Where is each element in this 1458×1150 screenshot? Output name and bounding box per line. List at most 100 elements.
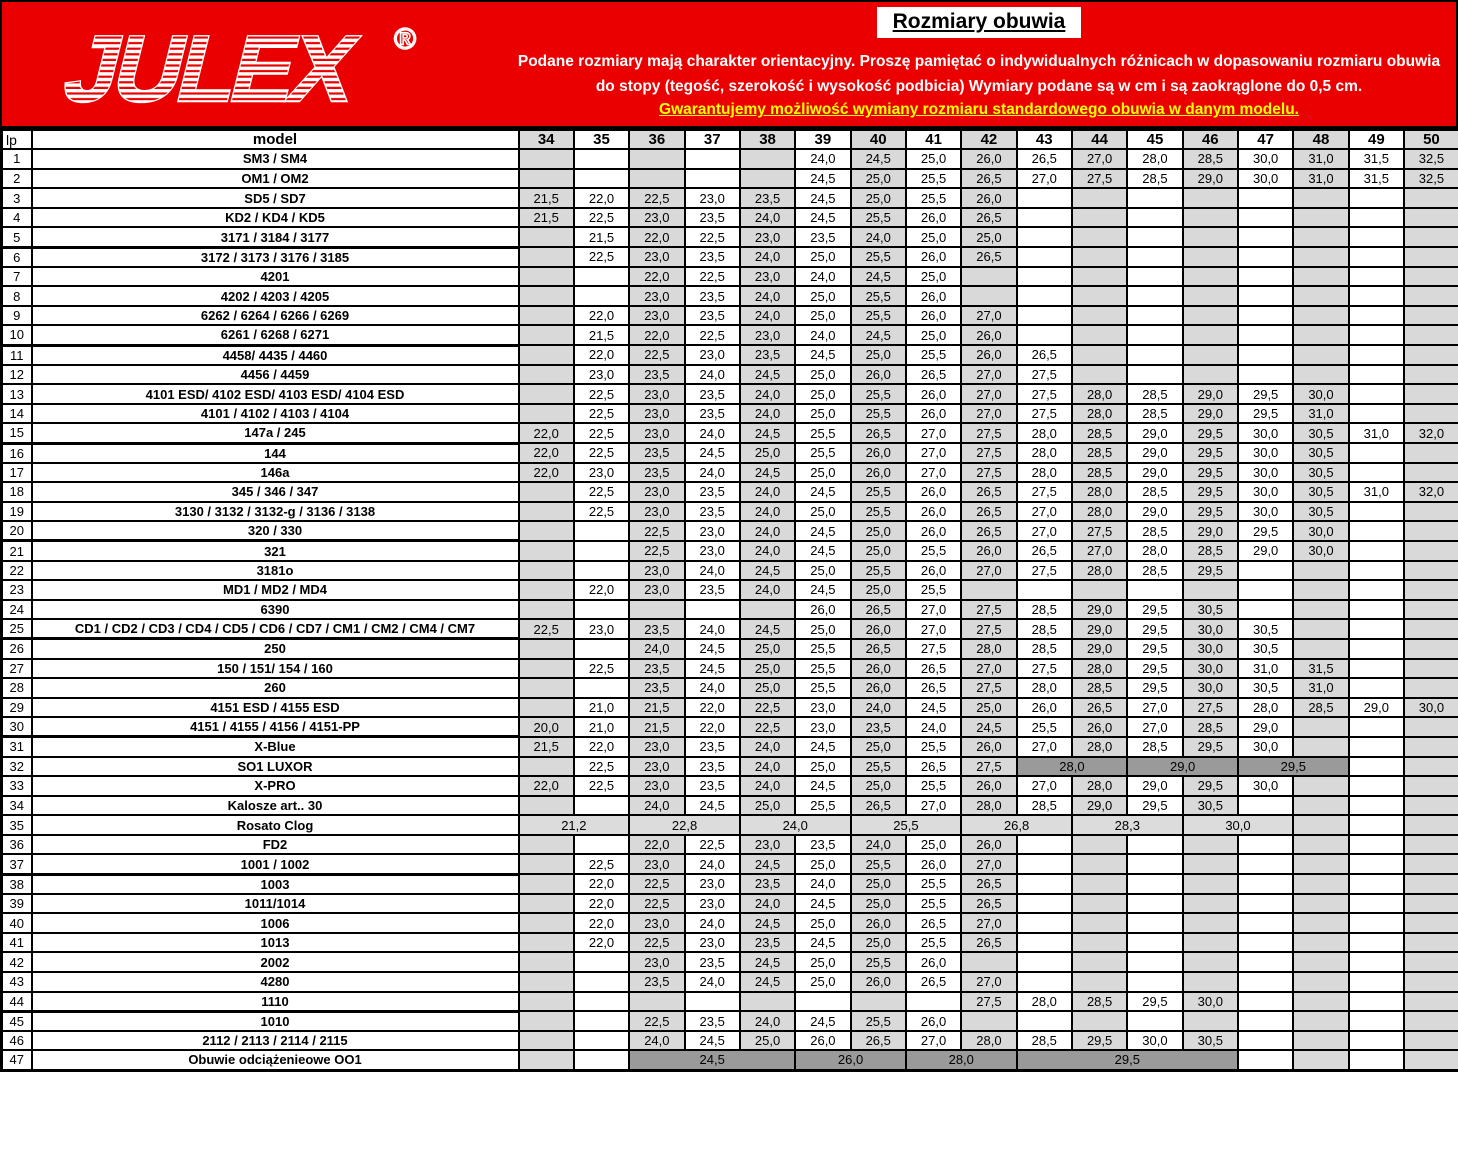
table-row: 14 4101 / 4102 / 4103 / 4104 22,5 23,0 23,5 2… [0, 402, 1458, 425]
size-cell: 29,0 [1070, 637, 1129, 660]
size-cell: 31,5 [1347, 167, 1406, 190]
size-span-cell: 28,0 [1015, 755, 1129, 778]
size-cell: 28,5 [1126, 383, 1184, 405]
size-cell: 23,5 [683, 579, 741, 601]
model-cell: 146a [30, 461, 520, 484]
size-cell [1347, 559, 1406, 582]
size-cell [1070, 324, 1129, 347]
size-cell: 21,5 [572, 226, 631, 249]
size-cell: 23,5 [628, 677, 686, 699]
size-note: Podane rozmiary mają charakter orientacy… [517, 53, 1441, 95]
model-cell: 3130 / 3132 / 3132-g / 3136 / 3138 [30, 500, 520, 523]
size-cell: 30,0 [1402, 696, 1458, 719]
size-cell: 24,0 [738, 775, 797, 797]
size-cell [1347, 657, 1406, 680]
size-cell: 25,5 [849, 951, 907, 974]
size-cell: 28,0 [1236, 696, 1295, 719]
size-cell [1070, 187, 1129, 209]
size-cell: 27,5 [1015, 559, 1073, 582]
size-cell: 23,0 [628, 206, 686, 229]
size-cell: 25,5 [849, 402, 907, 425]
size-cell: 29,0 [1126, 775, 1184, 797]
size-cell [1015, 206, 1073, 229]
size-column-header-45: 45 [1126, 128, 1184, 151]
size-cell [572, 539, 631, 562]
size-column-header-50: 50 [1402, 128, 1458, 151]
size-cell [1015, 892, 1073, 915]
size-cell [1292, 265, 1350, 288]
size-cell: 22,5 [572, 246, 631, 268]
size-cell: 24,5 [738, 971, 797, 993]
size-cell: 24,0 [738, 304, 797, 327]
size-cell [1292, 912, 1350, 934]
table-row: 38 1003 22,0 22,5 23,0 23,5 24,0 25,0 25,5 26,5 [0, 873, 1458, 895]
size-cell: 24,0 [794, 265, 852, 288]
size-cell: 23,0 [683, 187, 741, 209]
size-cell: 29,0 [1236, 716, 1295, 738]
size-cell: 26,5 [904, 971, 963, 993]
size-cell: 30,5 [1181, 794, 1239, 817]
size-cell [1347, 187, 1406, 209]
size-cell [572, 559, 631, 582]
size-cell [1015, 324, 1073, 347]
size-cell: 20,0 [517, 716, 575, 738]
size-cell [1402, 206, 1458, 229]
model-cell: 2002 [30, 951, 520, 974]
size-cell: 27,0 [960, 383, 1018, 405]
lp-cell: 36 [0, 833, 33, 856]
size-cell [1402, 285, 1458, 307]
size-cell [1236, 187, 1295, 209]
size-cell: 26,5 [960, 481, 1018, 503]
size-cell [1070, 912, 1129, 934]
size-cell: 23,0 [628, 951, 686, 974]
lp-cell: 33 [0, 775, 33, 797]
size-cell: 24,0 [849, 226, 907, 249]
size-cell [1015, 912, 1073, 934]
size-cell: 29,5 [1236, 402, 1295, 425]
size-cell: 30,0 [1292, 539, 1350, 562]
size-cell: 24,5 [794, 579, 852, 601]
size-cell [1292, 559, 1350, 582]
size-cell: 23,5 [738, 931, 797, 954]
size-cell: 22,5 [683, 324, 741, 347]
size-cell [1126, 931, 1184, 954]
size-cell: 23,0 [628, 912, 686, 934]
size-cell: 25,0 [794, 363, 852, 386]
size-cell [572, 990, 631, 1013]
size-cell: 26,5 [1015, 148, 1073, 170]
size-cell: 27,0 [1126, 716, 1184, 738]
lp-cell: 19 [0, 500, 33, 523]
model-cell: 1006 [30, 912, 520, 934]
size-cell: 25,0 [794, 618, 852, 640]
lp-cell: 41 [0, 931, 33, 954]
model-cell: 320 / 330 [30, 520, 520, 543]
size-cell [1236, 206, 1295, 229]
size-cell: 29,5 [1181, 500, 1239, 523]
size-cell: 23,5 [628, 442, 686, 464]
size-cell: 22,5 [572, 500, 631, 523]
size-cell: 22,5 [683, 833, 741, 856]
size-cell: 27,5 [960, 422, 1018, 444]
lp-cell: 20 [0, 520, 33, 543]
size-cell: 24,5 [794, 892, 852, 915]
size-cell: 23,5 [683, 951, 741, 974]
size-cell [1126, 363, 1184, 386]
size-cell [1292, 246, 1350, 268]
size-cell: 23,5 [683, 383, 741, 405]
size-cell: 29,5 [1070, 1029, 1129, 1052]
size-cell: 23,0 [628, 481, 686, 503]
size-cell [517, 579, 575, 601]
size-cell [1292, 775, 1350, 797]
table-row: 9 6262 / 6264 / 6266 / 6269 22,0 23,0 23,5 24… [0, 304, 1458, 327]
size-cell: 27,5 [960, 618, 1018, 640]
size-cell: 22,5 [572, 442, 631, 464]
size-cell: 27,0 [1070, 148, 1129, 170]
size-cell: 29,5 [1126, 618, 1184, 640]
lp-cell: 40 [0, 912, 33, 934]
lp-cell: 15 [0, 422, 33, 445]
size-column-header-36: 36 [628, 128, 686, 151]
model-cell: 345 / 346 / 347 [30, 481, 520, 503]
size-cell: 29,5 [1236, 520, 1295, 542]
lp-cell: 47 [0, 1049, 33, 1071]
size-cell: 23,0 [628, 559, 686, 582]
